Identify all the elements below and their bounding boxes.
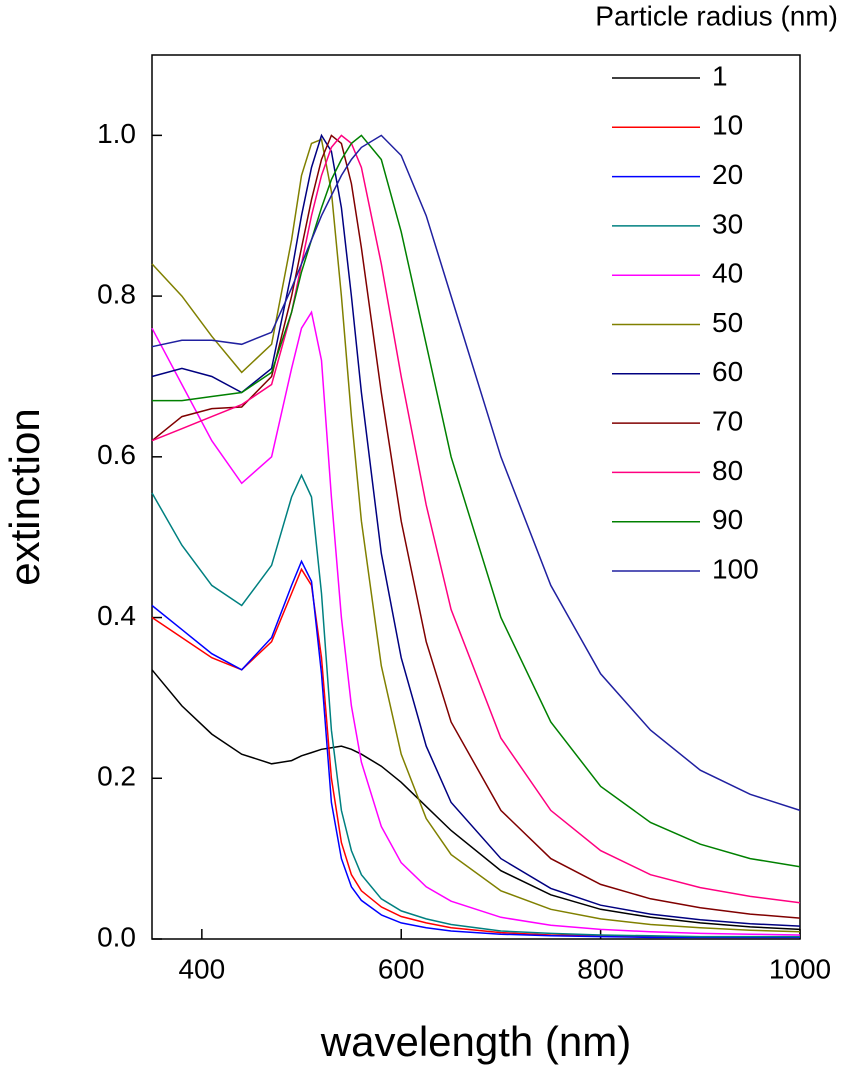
y-tick-label: 0.4	[97, 600, 136, 631]
legend-label: 10	[712, 110, 743, 141]
legend-label: 80	[712, 455, 743, 486]
series-line	[151, 133, 801, 927]
y-axis-title: extinction	[1, 408, 48, 585]
x-tick-label: 800	[577, 953, 624, 984]
series-line	[151, 473, 800, 938]
x-tick-label: 600	[378, 953, 425, 984]
y-tick-label: 0.6	[97, 439, 136, 470]
x-axis-title: wavelength (nm)	[320, 1018, 631, 1065]
legend-label: 70	[712, 405, 743, 436]
series-line	[151, 134, 801, 904]
legend-label: 30	[712, 208, 743, 239]
legend-label: 40	[712, 258, 743, 289]
legend-label: 1	[712, 60, 728, 91]
series-line	[151, 669, 801, 931]
x-tick-label: 400	[178, 953, 225, 984]
legend-label: 20	[712, 159, 743, 190]
series-line	[151, 559, 800, 939]
series-line	[151, 138, 801, 933]
y-tick-label: 0.2	[97, 761, 136, 792]
legend-label: 60	[712, 356, 743, 387]
legend-title: Particle radius (nm)	[595, 0, 838, 31]
y-tick-label: 0.8	[97, 278, 136, 309]
series-line	[151, 310, 801, 936]
series-line	[151, 134, 801, 919]
series-line	[151, 134, 801, 812]
y-tick-label: 1.0	[97, 118, 136, 149]
plot-frame	[151, 54, 801, 940]
legend-label: 90	[712, 504, 743, 535]
legend-label: 50	[712, 307, 743, 338]
y-tick-label: 0.0	[97, 921, 136, 952]
series-line	[152, 134, 801, 868]
legend-label: 100	[712, 553, 759, 584]
x-tick-label: 1000	[769, 953, 831, 984]
series-line	[151, 567, 800, 939]
